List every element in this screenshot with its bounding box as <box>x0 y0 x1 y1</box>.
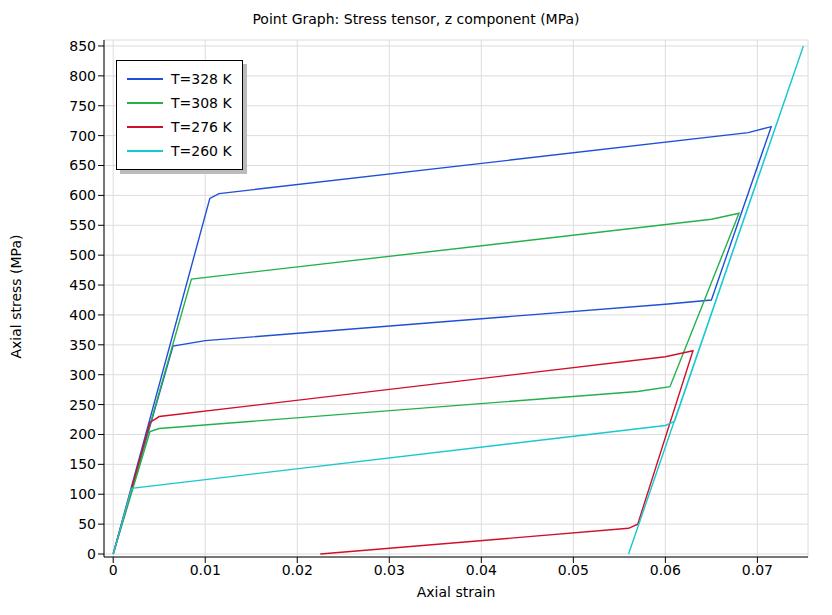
html-text:T=260 K: T=260 K <box>171 143 232 159</box>
svg-text:550: 550 <box>69 217 96 233</box>
svg-text:Axial stress (MPa): Axial stress (MPa) <box>8 235 24 359</box>
svg-text:0.02: 0.02 <box>282 562 313 578</box>
svg-text:700: 700 <box>69 128 96 144</box>
svg-text:200: 200 <box>69 426 96 442</box>
svg-text:350: 350 <box>69 337 96 353</box>
svg-text:0.07: 0.07 <box>742 562 773 578</box>
svg-text:650: 650 <box>69 157 96 173</box>
svg-text:0.06: 0.06 <box>650 562 681 578</box>
svg-text:0: 0 <box>87 546 96 562</box>
svg-text:0.05: 0.05 <box>558 562 589 578</box>
svg-text:250: 250 <box>69 397 96 413</box>
svg-text:Axial strain: Axial strain <box>417 584 496 600</box>
html-text:T=308 K: T=308 K <box>171 95 232 111</box>
svg-text:500: 500 <box>69 247 96 263</box>
svg-text:850: 850 <box>69 38 96 54</box>
svg-text:0.01: 0.01 <box>190 562 221 578</box>
svg-text:750: 750 <box>69 98 96 114</box>
svg-text:800: 800 <box>69 68 96 84</box>
svg-text:450: 450 <box>69 277 96 293</box>
svg-text:0.03: 0.03 <box>374 562 405 578</box>
svg-text:150: 150 <box>69 456 96 472</box>
html-text:T=328 K: T=328 K <box>171 71 232 87</box>
svg-text:100: 100 <box>69 486 96 502</box>
svg-text:0: 0 <box>109 562 118 578</box>
svg-text:300: 300 <box>69 367 96 383</box>
html-text:Point Graph: Stress tensor, z: Point Graph: Stress tensor, z component … <box>252 11 580 27</box>
svg-text:50: 50 <box>78 516 96 532</box>
svg-text:400: 400 <box>69 307 96 323</box>
html-text:T=276 K: T=276 K <box>171 119 232 135</box>
svg-text:600: 600 <box>69 187 96 203</box>
svg-text:0.04: 0.04 <box>466 562 497 578</box>
